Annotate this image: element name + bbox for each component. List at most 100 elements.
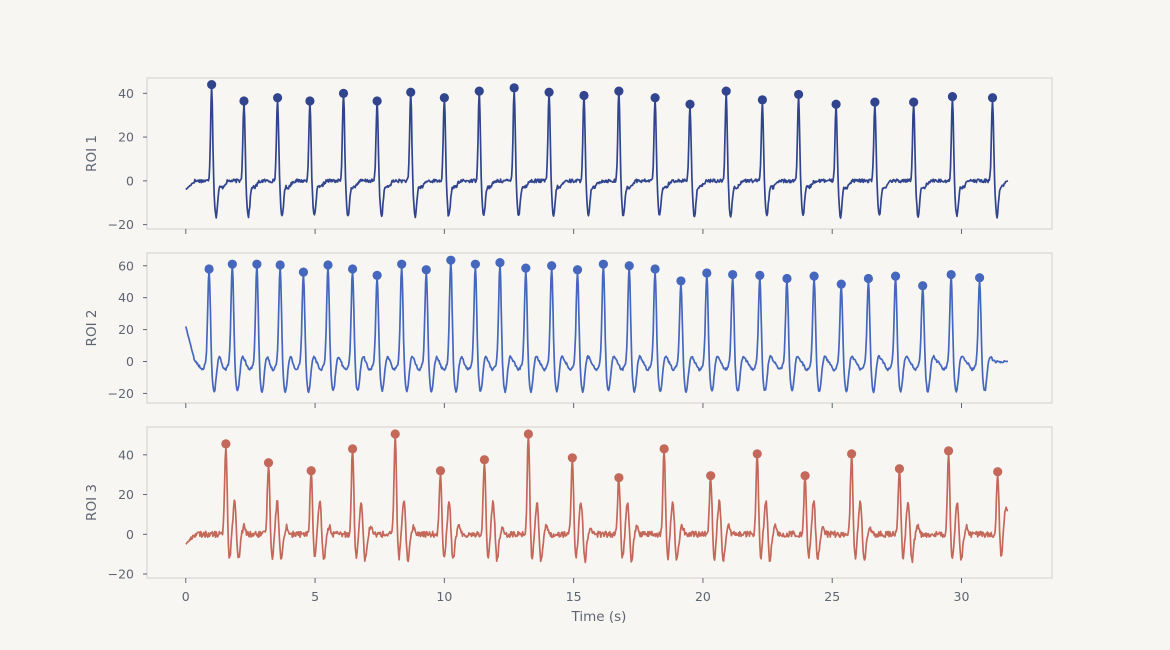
peak-marker xyxy=(547,261,557,271)
peak-marker xyxy=(752,449,762,459)
x-tick-label: 30 xyxy=(954,589,970,604)
y-tick-label: −20 xyxy=(108,217,134,232)
x-axis: 0 5 10 15 20 25 30 xyxy=(182,589,970,604)
peak-marker xyxy=(372,270,382,280)
peak-marker xyxy=(706,471,716,481)
peak-marker xyxy=(890,271,901,281)
peak-marker xyxy=(204,264,214,274)
peak-marker xyxy=(372,96,382,106)
y-tick-label: 0 xyxy=(126,173,134,188)
peak-marker xyxy=(755,270,765,280)
y-axis-label: ROI 2 xyxy=(84,310,100,347)
peak-marker xyxy=(659,444,669,454)
panels-group: −20 0 20 40 ROI 1 −20 0 20 40 60 ROI 2 −20 0 20 40 ROI … xyxy=(84,77,1053,583)
peak-marker xyxy=(470,259,480,269)
peak-marker xyxy=(847,449,857,459)
peak-marker xyxy=(397,259,407,269)
roi-trace-line xyxy=(185,433,1009,564)
peak-marker xyxy=(272,93,283,103)
y-tick-label: 20 xyxy=(118,487,134,502)
peak-marker xyxy=(975,273,985,283)
peak-marker xyxy=(676,276,686,286)
y-axis-label: ROI 3 xyxy=(84,484,100,521)
peak-marker xyxy=(252,259,262,269)
peak-marker xyxy=(207,79,217,90)
peak-marker xyxy=(439,93,449,103)
peak-marker xyxy=(614,86,624,96)
peak-marker xyxy=(509,83,519,93)
roi-trace-line xyxy=(184,260,1009,394)
peak-marker xyxy=(721,86,731,96)
peak-marker xyxy=(909,97,919,107)
peak-marker xyxy=(347,264,358,274)
peak-marker xyxy=(572,265,583,275)
peak-marker xyxy=(946,269,956,280)
x-tick-label: 10 xyxy=(436,589,452,604)
peak-marker xyxy=(221,439,231,449)
peak-marker xyxy=(863,273,874,284)
peak-marker xyxy=(406,87,416,97)
roi-trace-line xyxy=(185,83,1009,219)
peak-marker xyxy=(523,429,533,439)
peak-marker xyxy=(993,467,1003,477)
peak-marker xyxy=(650,93,660,103)
peak-marker xyxy=(794,89,804,100)
peak-marker xyxy=(782,273,792,284)
y-tick-label: 40 xyxy=(118,290,134,305)
peak-marker xyxy=(338,88,349,98)
peak-marker xyxy=(702,268,712,278)
peak-marker xyxy=(421,265,431,275)
y-tick-label: 0 xyxy=(126,354,134,369)
peak-marker xyxy=(650,264,660,274)
y-tick-label: 40 xyxy=(118,86,134,101)
peak-marker xyxy=(323,260,333,270)
y-tick-label: −20 xyxy=(108,386,134,401)
y-tick-label: 0 xyxy=(126,527,134,542)
peak-marker xyxy=(544,87,554,97)
y-tick-label: 20 xyxy=(118,130,134,145)
peak-marker xyxy=(521,263,531,273)
peak-marker xyxy=(943,446,954,456)
y-tick-label: 40 xyxy=(118,447,134,462)
peak-marker xyxy=(306,466,316,476)
peak-marker xyxy=(495,257,505,268)
peak-marker xyxy=(479,455,490,465)
roi-panel-2: −20 0 20 40 60 ROI 2 xyxy=(84,252,1053,408)
peak-marker xyxy=(800,471,810,481)
peak-marker xyxy=(474,86,484,96)
peak-marker xyxy=(870,97,880,107)
peak-marker xyxy=(390,429,400,439)
peak-marker xyxy=(836,279,846,289)
peak-marker xyxy=(263,458,274,468)
peak-marker xyxy=(305,96,315,106)
peak-marker xyxy=(987,93,998,103)
peak-marker xyxy=(275,260,285,270)
plot-frame xyxy=(146,426,1053,579)
plot-frame xyxy=(146,77,1053,230)
roi-panel-1: −20 0 20 40 ROI 1 xyxy=(84,77,1053,234)
peak-marker xyxy=(579,90,589,101)
peak-marker xyxy=(227,259,237,269)
x-tick-label: 25 xyxy=(824,589,840,604)
peak-marker xyxy=(947,92,958,102)
y-tick-label: 60 xyxy=(118,258,134,273)
peak-marker xyxy=(728,269,738,280)
peak-marker xyxy=(598,259,608,269)
x-tick-label: 5 xyxy=(311,589,319,604)
peak-marker xyxy=(831,99,841,109)
peak-marker xyxy=(298,267,309,277)
roi-panel-3: −20 0 20 40 ROI 3 xyxy=(84,426,1053,583)
peak-marker xyxy=(567,453,577,463)
x-tick-label: 20 xyxy=(695,589,711,604)
peak-marker xyxy=(809,271,819,281)
peak-marker xyxy=(685,99,695,109)
peak-marker xyxy=(435,466,446,476)
x-axis-label: Time (s) xyxy=(571,609,627,625)
peak-marker xyxy=(624,261,634,271)
y-tick-label: 20 xyxy=(118,322,134,337)
y-tick-label: −20 xyxy=(108,567,134,582)
plot-frame xyxy=(146,252,1053,404)
x-tick-label: 0 xyxy=(182,589,190,604)
y-axis-label: ROI 1 xyxy=(84,135,100,172)
